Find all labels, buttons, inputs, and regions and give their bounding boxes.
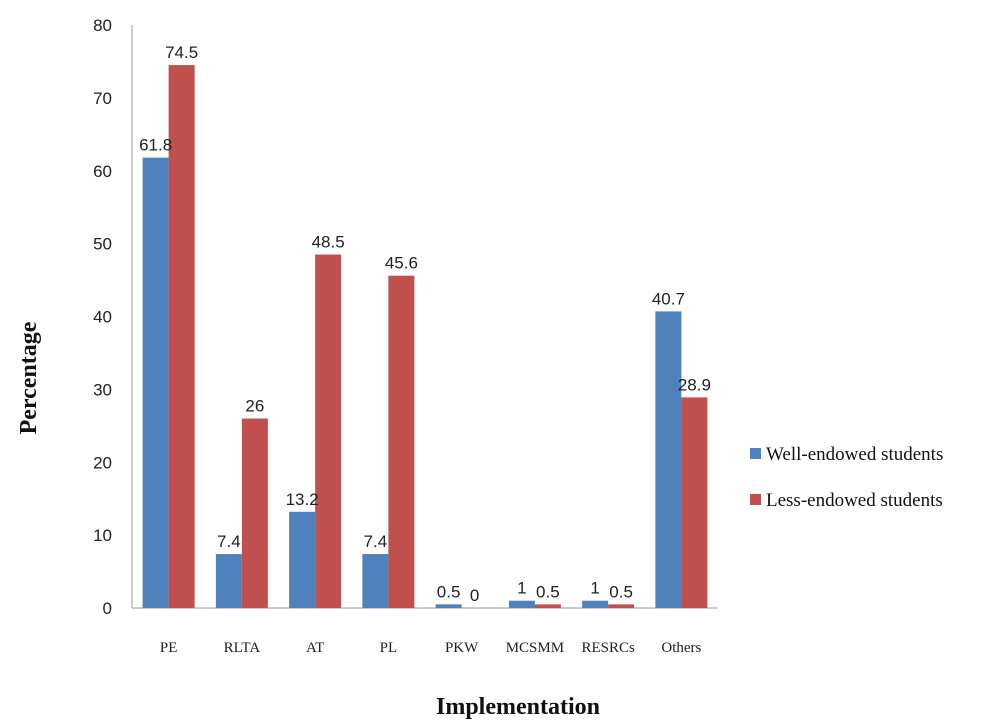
data-label: 74.5 [165,43,198,62]
data-label: 1 [517,579,526,598]
y-tick-labels: 0 10 20 30 40 50 60 70 80 [93,16,112,618]
bar [681,397,708,608]
y-tick-label: 10 [93,526,112,545]
y-tick-label: 50 [93,235,112,254]
legend-swatch [750,494,761,505]
x-tick-label: PKW [445,640,479,656]
data-label: 61.8 [139,136,172,155]
y-tick-label: 30 [93,380,112,399]
x-tick-label: Others [661,640,701,656]
bar [435,604,462,608]
bar [315,254,342,608]
data-label: 0.5 [437,582,461,601]
bars [142,65,708,609]
data-label: 7.4 [364,532,388,551]
data-label: 26 [245,397,264,416]
data-label: 45.6 [385,254,418,273]
data-label: 7.4 [217,532,241,551]
x-tick-label: PE [160,640,178,656]
y-tick-label: 60 [93,162,112,181]
data-label: 0.5 [609,582,633,601]
bar [388,275,415,608]
bar [168,65,195,609]
legend-label: Less-endowed students [766,490,943,511]
bar [215,554,242,608]
x-tick-label: RESRCs [581,640,635,656]
y-tick-label: 0 [103,599,112,618]
bar [142,157,169,608]
bar [608,604,635,608]
data-labels: 61.8 74.5 7.4 26 13.2 48.5 7.4 45.6 0.5 0 1 0.5 1 0.5… [139,43,711,605]
bar [534,604,561,608]
x-axis-title: Implementation [436,694,600,720]
x-tick-label: AT [306,640,324,656]
data-label: 0.5 [536,582,560,601]
data-label: 0 [470,586,479,605]
y-axis-title: Percentage [16,321,42,434]
legend-swatch [750,448,761,459]
y-tick-label: 40 [93,308,112,327]
legend-label: Well-endowed students [766,444,943,465]
bar [362,554,389,608]
y-tick-label: 70 [93,89,112,108]
legend: Well-endowed students Less-endowed studen… [750,444,943,511]
bar [241,418,268,608]
data-label: 13.2 [286,490,319,509]
data-label: 40.7 [652,289,685,308]
category-labels: PE RLTA AT PL PKW MCSMM RESRCs Others [160,640,702,656]
bar [655,311,682,608]
data-label: 28.9 [678,375,711,394]
data-label: 48.5 [312,233,345,252]
x-tick-label: PL [380,640,398,656]
y-tick-label: 80 [93,16,112,35]
bar [582,600,609,608]
bar [508,600,535,608]
bar [289,511,316,608]
x-tick-label: RLTA [224,640,261,656]
data-label: 1 [590,579,599,598]
x-tick-label: MCSMM [506,640,564,656]
y-tick-label: 20 [93,453,112,472]
